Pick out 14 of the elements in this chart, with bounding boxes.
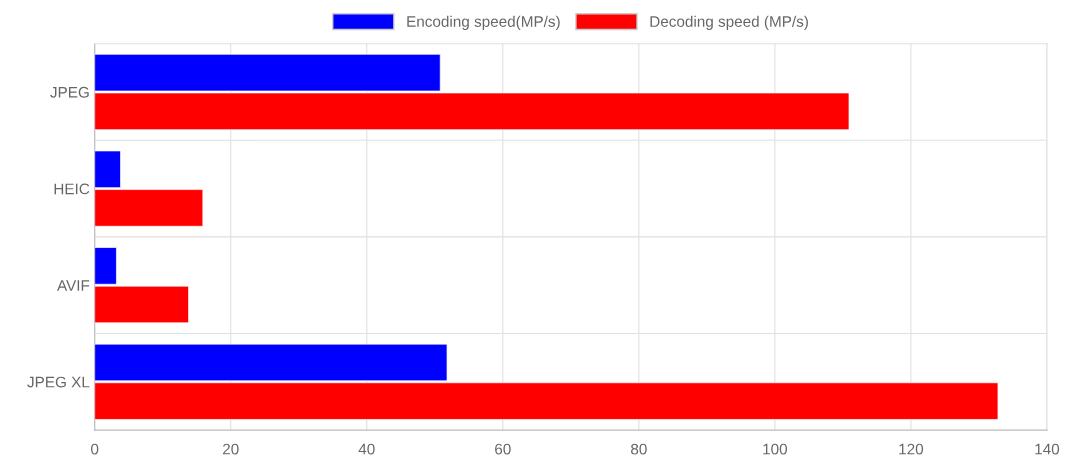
legend-label: Decoding speed (MP/s) [650, 15, 808, 30]
x-tick-label: 0 [91, 443, 99, 455]
x-tick-label: 100 [763, 443, 788, 455]
y-tick-label: AVIF [57, 280, 90, 291]
legend-label: Encoding speed(MP/s) [407, 15, 560, 30]
x-tick-label: 80 [631, 443, 647, 455]
x-tick-label: 120 [899, 443, 924, 455]
y-tick-label: HEIC [54, 183, 90, 195]
y-tick-label: JPEG XL [27, 376, 90, 388]
x-tick-label: 20 [223, 443, 239, 455]
x-tick-label: 40 [358, 443, 375, 455]
y-tick-label: JPEG [50, 86, 89, 98]
x-tick-label: 60 [495, 443, 511, 455]
x-tick-label: 140 [1035, 443, 1060, 455]
